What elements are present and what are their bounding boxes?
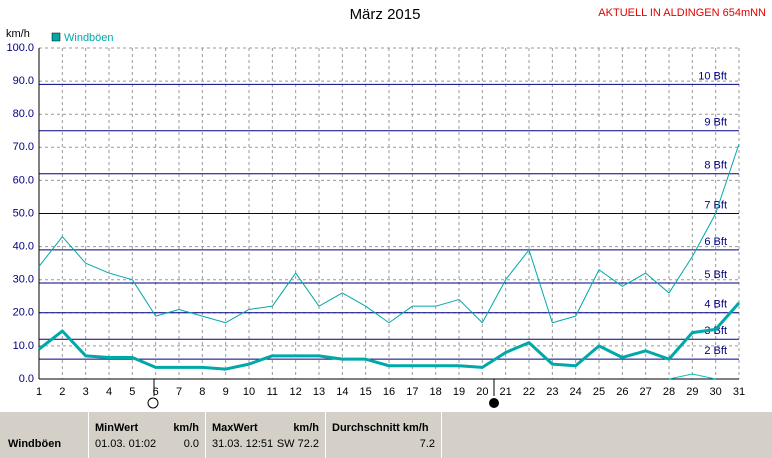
row-label-cell: Windböen [0,412,88,458]
x-tick-label: 15 [360,386,372,398]
x-tick-label: 27 [640,386,652,398]
x-tick-label: 1 [36,386,42,398]
x-tick-label: 4 [106,386,112,398]
x-tick-label: 6 [153,386,159,398]
y-tick-label: 70.0 [13,141,34,153]
x-tick-label: 28 [663,386,675,398]
y-tick-label: 10.0 [13,340,34,352]
x-tick-label: 24 [570,386,582,398]
x-tick-label: 11 [267,386,278,398]
chart-title: März 2015 [350,6,421,23]
series-line [668,373,716,380]
y-tick-label: 0.0 [19,373,34,385]
header: MaxWert [212,422,258,434]
y-tick-label: 30.0 [13,274,34,286]
x-tick-label: 16 [383,386,395,398]
beaufort-label: 10 Bft [698,70,727,82]
x-tick-label: 3 [83,386,89,398]
beaufort-label: 7 Bft [704,199,727,211]
y-tick-label: 40.0 [13,241,34,253]
y-tick-label: 60.0 [13,174,34,186]
station-label: AKTUELL IN ALDINGEN 654mNN [598,7,766,19]
beaufort-label: 3 Bft [704,325,727,337]
x-tick-label: 23 [546,386,558,398]
beaufort-label: 6 Bft [704,236,727,248]
x-tick-label: 2 [59,386,65,398]
min-value: 0.0 [183,438,199,450]
beaufort-label: 4 Bft [704,299,727,311]
header: Durchschnitt km/h [332,422,429,434]
x-tick-label: 26 [616,386,628,398]
min-time: 01.03. 01:02 [95,438,157,450]
beaufort-label: 8 Bft [704,160,727,172]
x-tick-label: 8 [199,386,205,398]
series-line [38,143,740,324]
avg-cell: Durchschnitt km/h 7.2 [325,412,441,458]
series-line [38,301,741,371]
row-label: Windböen [8,438,62,450]
y-tick-label: 80.0 [13,108,34,120]
header: MinWert [95,422,139,434]
x-tick-label: 10 [243,386,255,398]
chart: März 2015 AKTUELL IN ALDINGEN 654mNN km/… [6,6,766,409]
legend-swatch [51,32,61,42]
legend-label: Windböen [64,32,114,44]
x-tick-label: 20 [476,386,488,398]
max-time: 31.03. 12:51 [212,438,274,450]
x-tick-label: 7 [176,386,182,398]
y-tick-label: 20.0 [13,307,34,319]
y-tick-label: 90.0 [13,75,34,87]
empty-cell [441,412,772,458]
y-tick-label: 100.0 [6,42,34,54]
beaufort-label: 5 Bft [704,269,727,281]
max-cell: MaxWert km/h 31.03. 12:51 SW 72.2 [205,412,325,458]
x-tick-label: 12 [290,386,302,398]
x-tick-label: 31 [733,386,745,398]
x-tick-label: 30 [710,386,722,398]
new-moon-icon [489,398,499,408]
beaufort-label: 9 Bft [704,117,727,129]
x-tick-label: 14 [336,386,348,398]
max-value: SW 72.2 [276,438,319,450]
x-tick-label: 5 [129,386,135,398]
x-tick-label: 17 [406,386,418,398]
header: km/h [173,422,199,434]
y-axis-label: km/h [6,28,30,40]
x-tick-label: 29 [686,386,698,398]
full-moon-icon [147,397,159,409]
beaufort-label: 2 Bft [704,345,727,357]
x-tick-label: 9 [223,386,229,398]
stats-table: Windböen MinWert km/h 01.03. 01:02 0.0 M… [0,412,772,458]
x-tick-label: 21 [500,386,512,398]
x-tick-label: 13 [313,386,325,398]
x-tick-label: 25 [593,386,605,398]
x-tick-label: 22 [523,386,535,398]
header: km/h [293,422,319,434]
y-tick-label: 50.0 [13,207,34,219]
avg-value: 7.2 [419,438,435,450]
x-tick-label: 19 [453,386,465,398]
x-tick-label: 18 [430,386,442,398]
min-cell: MinWert km/h 01.03. 01:02 0.0 [88,412,205,458]
